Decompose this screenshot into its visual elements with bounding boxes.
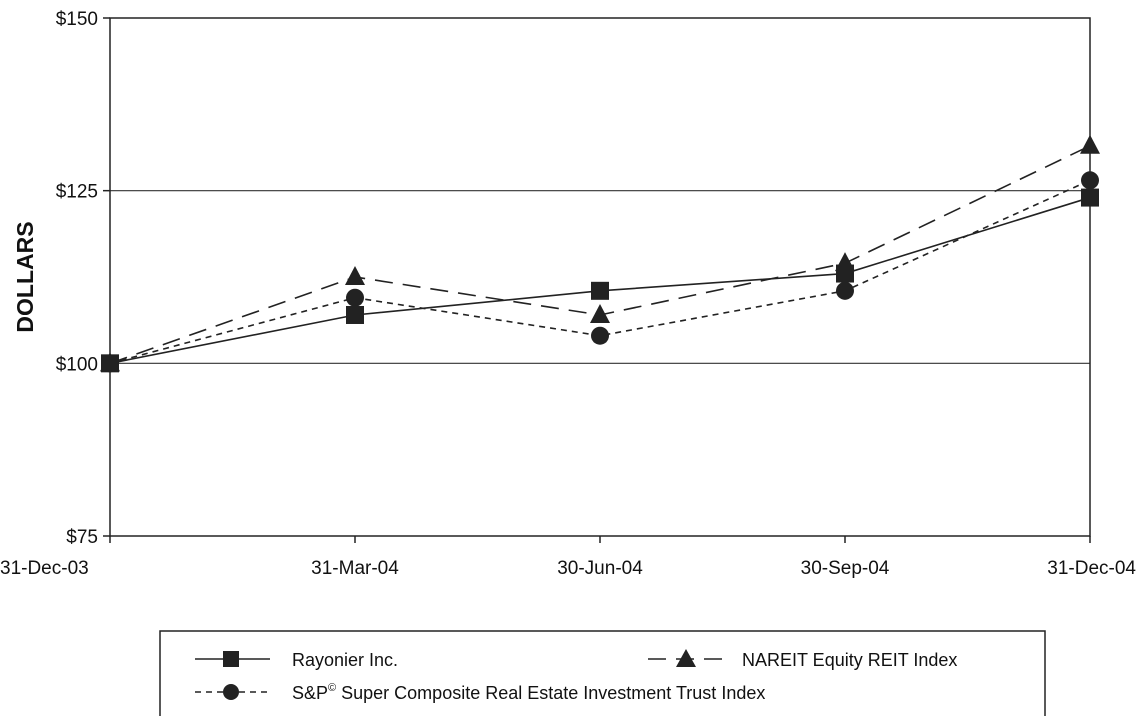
legend-box xyxy=(159,630,1046,721)
y-tick-label: $125 xyxy=(56,182,98,203)
legend-label-sp-superscript: © xyxy=(328,682,336,694)
y-axis-title: DOLLARS xyxy=(12,221,38,332)
legend-item-rayonier: Rayonier Inc. xyxy=(195,650,398,670)
x-axis-ticks: 31-Dec-03 31-Mar-04 30-Jun-04 30-Sep-04 31-D… xyxy=(0,536,1136,579)
legend-label-rayonier: Rayonier Inc. xyxy=(292,650,398,670)
series-layer xyxy=(100,134,1100,373)
data-point-square xyxy=(1081,188,1099,207)
legend-marker-triangle xyxy=(676,649,696,667)
x-tick-label: 30-Jun-04 xyxy=(557,558,643,579)
x-tick-label: 31-Dec-04 xyxy=(1047,558,1136,579)
legend-item-nareit: NAREIT Equity REIT Index xyxy=(648,649,957,670)
plot-area-frame xyxy=(109,17,1091,537)
gridlines xyxy=(110,190,1090,364)
data-point-circle xyxy=(591,326,609,345)
data-point-circle xyxy=(1081,171,1099,190)
legend-label-sp-name: S&P xyxy=(292,683,328,703)
y-tick-label: $100 xyxy=(56,354,98,375)
x-tick-label: 31-Mar-04 xyxy=(311,558,399,579)
data-point-triangle xyxy=(590,303,610,323)
data-point-circle xyxy=(346,288,364,307)
series-line-2 xyxy=(109,179,1091,365)
legend: Rayonier Inc. NAREIT Equity REIT Index S… xyxy=(159,630,1046,721)
legend-marker-circle xyxy=(223,684,239,700)
data-point-triangle xyxy=(345,266,365,285)
x-tick-label: 31-Dec-03 xyxy=(0,558,89,579)
y-axis-ticks: $75 $100 $125 $150 xyxy=(56,9,110,548)
data-point-triangle xyxy=(835,252,855,272)
x-tick-label: 30-Sep-04 xyxy=(801,558,890,579)
legend-label-nareit: NAREIT Equity REIT Index xyxy=(742,650,957,670)
legend-item-sp: S&P© Super Composite Real Estate Investm… xyxy=(195,682,765,703)
data-point-square xyxy=(346,305,364,324)
data-point-square xyxy=(591,281,609,300)
data-point-triangle xyxy=(1080,134,1100,154)
data-point-circle xyxy=(836,281,854,300)
y-tick-label: $150 xyxy=(56,9,98,30)
legend-marker-square xyxy=(223,651,239,667)
legend-label-sp: S&P© Super Composite Real Estate Investm… xyxy=(292,682,765,703)
legend-label-sp-rest: Super Composite Real Estate Investment T… xyxy=(336,683,765,703)
data-point-circle xyxy=(101,354,119,373)
y-tick-label: $75 xyxy=(66,527,98,548)
